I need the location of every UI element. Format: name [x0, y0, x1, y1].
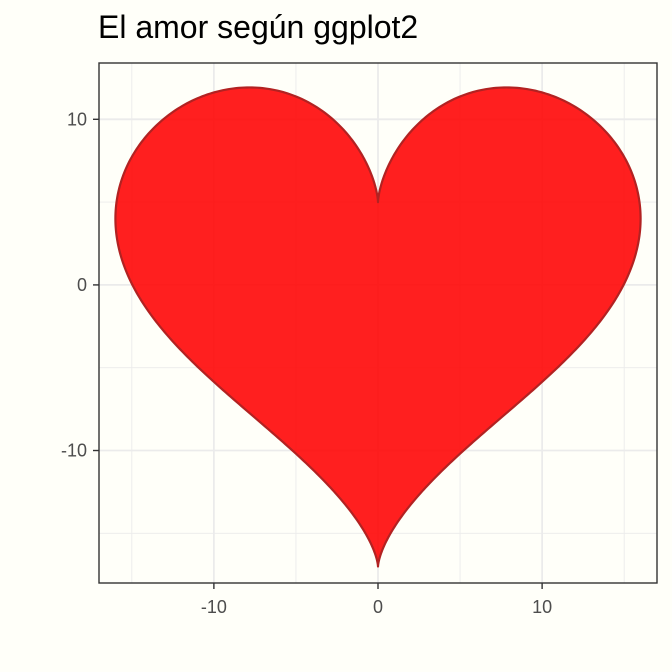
- heart-shape: [114, 86, 642, 568]
- chart-title: El amor según ggplot2: [98, 9, 419, 45]
- x-tick-label: 0: [373, 597, 383, 617]
- y-tick-label: -10: [61, 441, 87, 461]
- y-tick-label: 10: [67, 109, 87, 129]
- x-tick-label: -10: [201, 597, 227, 617]
- x-tick-label: 10: [532, 597, 552, 617]
- y-tick-label: 0: [77, 275, 87, 295]
